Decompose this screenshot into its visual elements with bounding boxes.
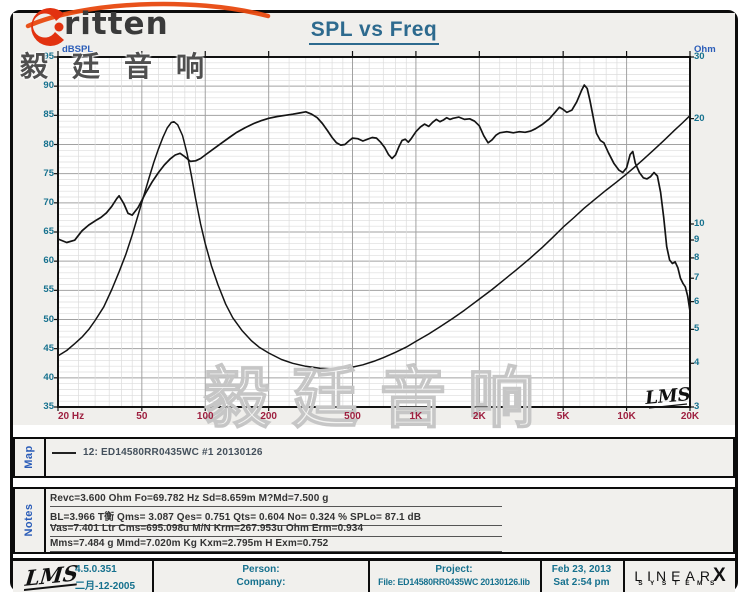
legend-row: 12: ED14580RR0435WC #1 20130126 [52, 447, 263, 458]
ohm-tick-label: 20 [694, 112, 705, 124]
linearx-systems-text: SYSTEMS [638, 580, 722, 587]
company-name-chinese: 毅廷音响 [20, 50, 229, 83]
time-text: Sat 2:54 pm [553, 577, 610, 588]
file-label: File: ED14580RR0435WC 20130126.lib [378, 577, 530, 587]
db-tick-label: 65 [43, 226, 54, 237]
freq-tick-label: 20 Hz [58, 411, 85, 422]
build-date-text: 二月-12-2005 [75, 581, 136, 592]
db-tick-label: 80 [43, 138, 54, 150]
footer-divider [368, 561, 370, 592]
freq-tick-label: 50 [136, 411, 148, 422]
map-label: Map [23, 444, 35, 469]
notes-line-1: Revc=3.600 Ohm Fo=69.782 Hz Sd=8.659m M?… [50, 493, 502, 507]
version-text: 4.5.0.351 [75, 564, 117, 575]
freq-tick-label: 100 [196, 411, 214, 422]
footer-version-cell: LMS 4.5.0.351 二月-12-2005 [13, 559, 152, 592]
spl-vs-freq-plot: 毅廷音响 LMS [54, 51, 694, 438]
page-title: SPL vs Freq [308, 18, 440, 45]
map-label-cell: Map [15, 439, 46, 476]
person-label: Person: [242, 564, 280, 575]
footer-divider [540, 561, 542, 592]
company-label: Company: [236, 577, 286, 588]
freq-tick-label: 5K [556, 411, 570, 422]
notes-label-cell: Notes [15, 489, 46, 552]
title-band: SPL vs Freq [13, 13, 735, 47]
lms-signature-underline [648, 403, 688, 409]
project-label: Project: [435, 564, 473, 575]
impedance-curve [57, 114, 691, 370]
page-frame: SPL vs Freq 毅廷音响 LMS dBSPL Ohm 毅廷音响 95 90 8… [10, 10, 738, 592]
notes-label: Notes [23, 502, 35, 537]
ohm-tick-label: 4 [694, 357, 700, 369]
legend-line-swatch [52, 451, 76, 454]
footer-divider [623, 561, 625, 592]
freq-tick-label: 200 [260, 411, 277, 422]
footer-person-cell: Person: Company: [154, 561, 368, 592]
freq-tick-label: 20K [680, 411, 700, 422]
lms-signature: LMS [643, 384, 691, 409]
ohm-tick-label: 10 [694, 217, 705, 229]
notes-line-2: BL=3.966 T衡 Qms= 3.087 Qes= 0.751 Qts= 0… [50, 508, 502, 526]
eritten-logo: ritten [12, 0, 272, 48]
db-tick-label: 90 [43, 80, 54, 92]
footer-bar: LMS 4.5.0.351 二月-12-2005 Person: Company… [13, 558, 735, 592]
footer-project-cell: Project: File: ED14580RR0435WC 20130126.… [370, 561, 538, 592]
db-tick-label: 35 [43, 401, 54, 412]
footer-divider [152, 561, 154, 592]
date-text: Feb 23, 2013 [551, 564, 612, 575]
ohm-tick-label: 3 [694, 401, 700, 412]
footer-brand-cell: LINEARX SYSTEMS [625, 561, 735, 592]
notes-line-3: Vas=7.401 Ltr Cms=695.098u M/N Krm=267.9… [50, 523, 502, 537]
db-tick-label: 70 [43, 196, 54, 208]
notes-section: Notes Revc=3.600 Ohm Fo=69.782 Hz Sd=8.6… [13, 487, 735, 554]
ohm-tick-label: 5 [694, 323, 700, 335]
chart-panel: SPL vs Freq 毅廷音响 LMS dBSPL Ohm 毅廷音响 95 90 8… [13, 13, 735, 438]
freq-tick-label: 2K [472, 411, 486, 422]
db-tick-label: 85 [43, 109, 54, 121]
ohm-tick-label: 6 [694, 295, 700, 307]
ohm-tick-label: 9 [694, 234, 700, 245]
db-tick-label: 50 [43, 313, 54, 325]
ohm-tick-label: 8 [694, 251, 700, 263]
footer-date-cell: Feb 23, 2013 Sat 2:54 pm [542, 561, 621, 592]
freq-tick-label: 10K [617, 411, 636, 422]
spl-curve [57, 84, 691, 313]
notes-line-4: Mms=7.484 g Mmd=7.020m Kg Kxm=2.795m H E… [50, 538, 502, 552]
map-section: Map 12: ED14580RR0435WC #1 20130126 [13, 437, 735, 478]
db-tick-label: 55 [43, 284, 54, 296]
logo-swoosh-icon [25, 1, 271, 47]
db-tick-label: 95 [43, 51, 54, 62]
db-tick-label: 40 [43, 371, 54, 383]
db-tick-label: 60 [43, 255, 54, 267]
db-tick-label: 75 [43, 167, 54, 179]
watermark-text: 毅廷音响 [204, 360, 556, 437]
logo-wordmark: ritten [64, 6, 169, 42]
lms-logo: LMS [23, 559, 80, 591]
ohm-tick-label: 30 [694, 51, 705, 62]
freq-tick-label: 500 [344, 411, 361, 422]
linearx-logo: LINEARX [634, 565, 726, 586]
ohm-tick-label: 7 [694, 272, 700, 284]
legend-text: 12: ED14580RR0435WC #1 20130126 [83, 447, 263, 458]
db-tick-label: 45 [43, 342, 54, 354]
freq-tick-label: 1K [409, 411, 423, 422]
right-axis-unit-label: Ohm [694, 44, 716, 55]
left-axis-unit-label: dBSPL [62, 44, 94, 55]
